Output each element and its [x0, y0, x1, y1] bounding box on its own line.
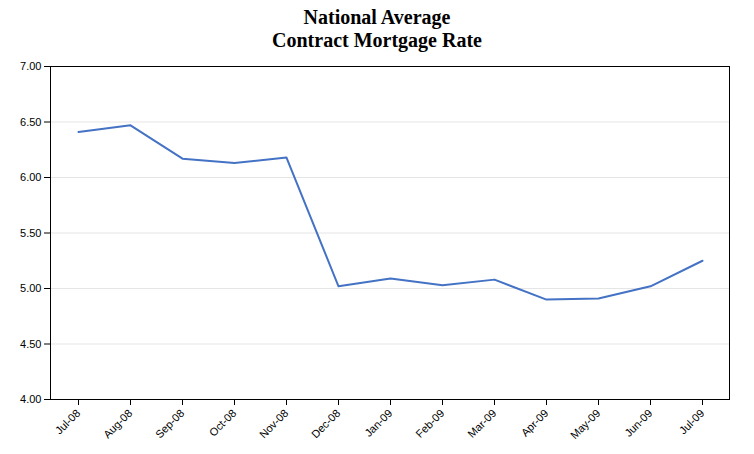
svg-text:Feb-09: Feb-09 — [413, 407, 446, 440]
svg-text:5.00: 5.00 — [20, 282, 41, 294]
svg-text:Jan-09: Jan-09 — [362, 407, 394, 439]
svg-text:4.50: 4.50 — [20, 338, 41, 350]
svg-text:Jul-09: Jul-09 — [677, 407, 707, 437]
svg-text:Apr-09: Apr-09 — [519, 407, 551, 439]
svg-text:Jun-09: Jun-09 — [622, 407, 654, 439]
svg-text:4.00: 4.00 — [20, 393, 41, 405]
svg-text:Jul-08: Jul-08 — [53, 407, 83, 437]
svg-text:Dec-08: Dec-08 — [309, 407, 343, 441]
svg-text:7.00: 7.00 — [20, 60, 41, 72]
svg-text:Nov-08: Nov-08 — [257, 407, 291, 441]
svg-text:Sep-08: Sep-08 — [153, 407, 187, 441]
svg-text:May-09: May-09 — [568, 407, 602, 441]
svg-text:5.50: 5.50 — [20, 227, 41, 239]
svg-text:6.00: 6.00 — [20, 171, 41, 183]
html-text:National Average Contract Mort: National Average Contract Mortgage Rate — [272, 6, 482, 51]
svg-text:Aug-08: Aug-08 — [101, 407, 135, 441]
svg-text:Oct-08: Oct-08 — [207, 407, 239, 439]
svg-text:6.50: 6.50 — [20, 116, 41, 128]
svg-text:Mar-09: Mar-09 — [465, 407, 498, 440]
